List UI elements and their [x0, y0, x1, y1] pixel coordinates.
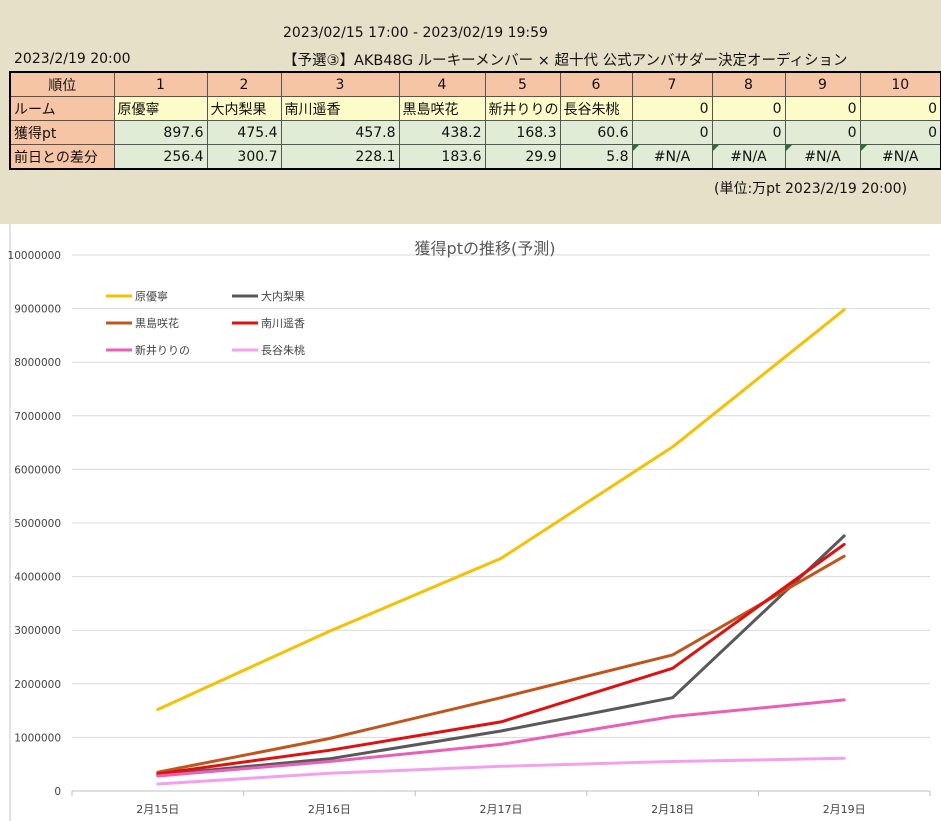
series-line — [156, 534, 846, 777]
diff-cell: 183.6 — [398, 144, 486, 170]
timestamp-label: 2023/2/19 20:00 — [14, 51, 131, 67]
chart-title: 獲得ptの推移(予測) — [415, 239, 556, 258]
ranks-cell: 5 — [484, 71, 561, 97]
diff-cell: 256.4 — [113, 144, 208, 170]
y-tick-label: 7000000 — [14, 411, 61, 423]
ranks-cell: 2 — [206, 71, 282, 97]
room-row: ルーム 原優寧 大内梨果 南川遥香 黒島咲花 新井りりの 長谷朱桃 0 0 0 0 — [9, 96, 941, 121]
points-cell: 475.4 — [206, 120, 282, 145]
rooms-cell: 新井りりの — [484, 96, 561, 121]
y-tick-label: 2000000 — [14, 679, 61, 691]
diff-cell: #N/A — [631, 144, 713, 170]
rooms-cell: 0 — [784, 96, 861, 121]
series-line — [156, 308, 846, 711]
rank-row: 順位 1 2 3 4 5 6 7 8 9 10 — [9, 71, 941, 97]
ranks-cell: 10 — [859, 71, 941, 97]
diff-header: 前日との差分 — [9, 144, 115, 170]
x-tick-label: 2月19日 — [823, 803, 866, 816]
points-cell: 438.2 — [398, 120, 486, 145]
ranks-cell: 6 — [559, 71, 633, 97]
points-cell: 0 — [711, 120, 786, 145]
y-tick-label: 10000000 — [8, 250, 61, 262]
points-row: 獲得pt 897.6 475.4 457.8 438.2 168.3 60.6 0 0 0 0 — [9, 120, 941, 145]
audition-title: 【予選③】AKB48G ルーキーメンバー × 超十代 公式アンバサダー決定オーデ… — [283, 53, 848, 69]
points-cell: 0 — [859, 120, 941, 145]
diff-cell: #N/A — [859, 144, 941, 170]
rooms-cell: 南川遥香 — [280, 96, 400, 121]
ranks-cell: 1 — [113, 71, 208, 97]
unit-note: (単位:万pt 2023/2/19 20:00) — [714, 181, 908, 197]
points-cell: 60.6 — [559, 120, 633, 145]
line-chart: 0 1000000 2000000 3000000 4000000 5000000 6000… — [8, 224, 931, 821]
diff-cell: 29.9 — [484, 144, 561, 170]
x-tick-label: 2月17日 — [480, 803, 523, 816]
diff-cell: #N/A — [784, 144, 861, 170]
series-line — [156, 698, 846, 778]
rooms-cell: 黒島咲花 — [398, 96, 486, 121]
diff-cell: 5.8 — [559, 144, 633, 170]
rooms-cell: 0 — [711, 96, 786, 121]
points-cell: 897.6 — [113, 120, 208, 145]
rooms-cell: 長谷朱桃 — [559, 96, 633, 121]
rank-header: 順位 — [9, 71, 115, 97]
y-tick-label: 3000000 — [14, 625, 61, 637]
points-cell: 168.3 — [484, 120, 561, 145]
y-tick-label: 0 — [54, 786, 61, 798]
legend-label: 大内梨果 — [261, 289, 305, 303]
legend-label: 南川遥香 — [261, 317, 305, 330]
legend-label: 黒島咲花 — [135, 316, 179, 330]
y-tick-label: 6000000 — [14, 464, 61, 476]
points-header: 獲得pt — [9, 120, 115, 145]
x-tick-label: 2月15日 — [136, 803, 179, 816]
ranks-cell: 4 — [398, 71, 486, 97]
ranks-cell: 7 — [631, 71, 713, 97]
ranks-cell: 3 — [280, 71, 400, 97]
x-tick-label: 2月18日 — [651, 803, 694, 816]
rooms-cell: 0 — [631, 96, 713, 121]
series-line — [156, 756, 846, 786]
points-cell: 457.8 — [280, 120, 400, 145]
legend-label: 長谷朱桃 — [261, 343, 305, 357]
points-cell: 0 — [784, 120, 861, 145]
legend-label: 新井りりの — [135, 343, 190, 357]
ranking-table: 順位 1 2 3 4 5 6 7 8 9 10 ルーム 原優寧 大内梨果 南川遥香 黒島咲花 新井りりの長… — [9, 71, 941, 170]
rooms-cell: 0 — [859, 96, 941, 121]
ranks-cell: 9 — [784, 71, 861, 97]
y-tick-label: 5000000 — [14, 518, 61, 530]
legend-label: 原優寧 — [135, 289, 168, 303]
series-line — [156, 542, 846, 776]
diff-cell: #N/A — [711, 144, 786, 170]
diff-row: 前日との差分 256.4 300.7 228.1 183.6 29.9 5.8 #N/A #N… — [9, 144, 941, 170]
points-cell: 0 — [631, 120, 713, 145]
ranks-cell: 8 — [711, 71, 786, 97]
rooms-cell: 大内梨果 — [206, 96, 282, 121]
period-label: 2023/02/15 17:00 - 2023/02/19 19:59 — [283, 25, 548, 41]
y-tick-label: 4000000 — [14, 572, 61, 584]
chart-panel: 0 1000000 2000000 3000000 4000000 5000000 6000… — [0, 224, 941, 821]
y-tick-label: 8000000 — [14, 357, 61, 369]
series-line — [156, 554, 846, 774]
diff-cell: 300.7 — [206, 144, 282, 170]
x-tick-label: 2月16日 — [308, 803, 351, 816]
room-header: ルーム — [9, 96, 115, 121]
y-tick-label: 1000000 — [14, 732, 61, 744]
y-tick-label: 9000000 — [14, 304, 61, 316]
rooms-cell: 原優寧 — [113, 96, 208, 121]
diff-cell: 228.1 — [280, 144, 400, 170]
